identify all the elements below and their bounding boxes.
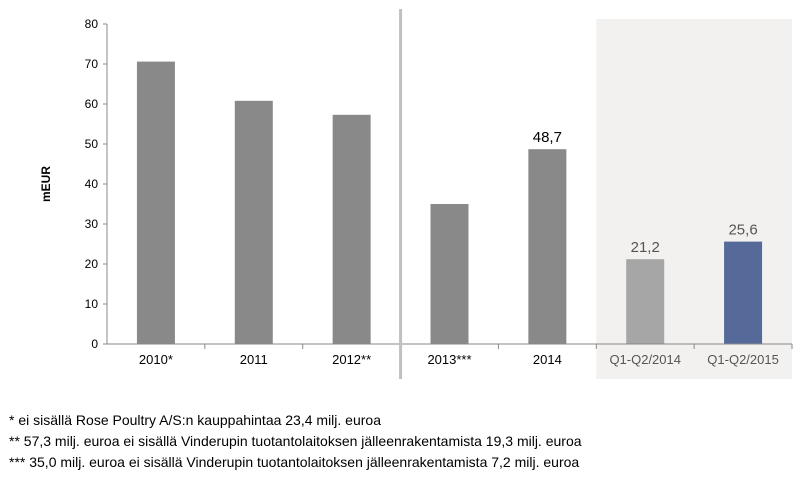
bar-5 <box>528 149 567 344</box>
bar-2 <box>234 100 273 344</box>
bar-1 <box>136 61 175 344</box>
y-tick-label: 60 <box>85 97 99 111</box>
bar-3 <box>332 114 371 344</box>
bar-value-label: 25,6 <box>728 222 757 239</box>
footnotes: * ei sisällä Rose Poultry A/S:n kauppahi… <box>9 410 582 473</box>
y-tick-label: 0 <box>91 337 98 351</box>
bar-6 <box>626 259 665 344</box>
y-axis-label: mEUR <box>39 166 53 202</box>
y-tick-label: 30 <box>85 217 99 231</box>
x-category-label: 2011 <box>240 352 268 367</box>
bar-7 <box>724 241 763 344</box>
y-tick-label: 40 <box>85 177 99 191</box>
bar-4 <box>430 204 469 344</box>
x-category-label: 2013*** <box>427 352 471 367</box>
x-category-label: 2010* <box>139 352 173 367</box>
x-category-label: Q1-Q2/2014 <box>609 352 681 367</box>
x-category-label: Q1-Q2/2015 <box>707 352 779 367</box>
x-category-label: 2014 <box>533 352 562 367</box>
footnote-3: *** 35,0 milj. euroa ei sisällä Vinderup… <box>9 454 580 470</box>
y-tick-label: 80 <box>85 17 99 31</box>
y-tick-label: 20 <box>85 257 99 271</box>
shaded-period-background <box>596 19 792 379</box>
y-tick-label: 50 <box>85 137 99 151</box>
x-category-label: 2012** <box>332 352 371 367</box>
bar-chart: 0 10 20 30 40 50 60 70 80 2010* 2011 2012** 2013***… <box>39 9 793 379</box>
bar-value-label: 48,7 <box>533 129 562 146</box>
footnote-1: * ei sisällä Rose Poultry A/S:n kauppahi… <box>9 412 381 428</box>
y-tick-label: 70 <box>85 57 99 71</box>
footnote-2: ** 57,3 milj. euroa ei sisällä Vinderupi… <box>9 433 582 449</box>
bar-value-label: 21,2 <box>631 239 660 256</box>
y-tick-label: 10 <box>85 297 99 311</box>
